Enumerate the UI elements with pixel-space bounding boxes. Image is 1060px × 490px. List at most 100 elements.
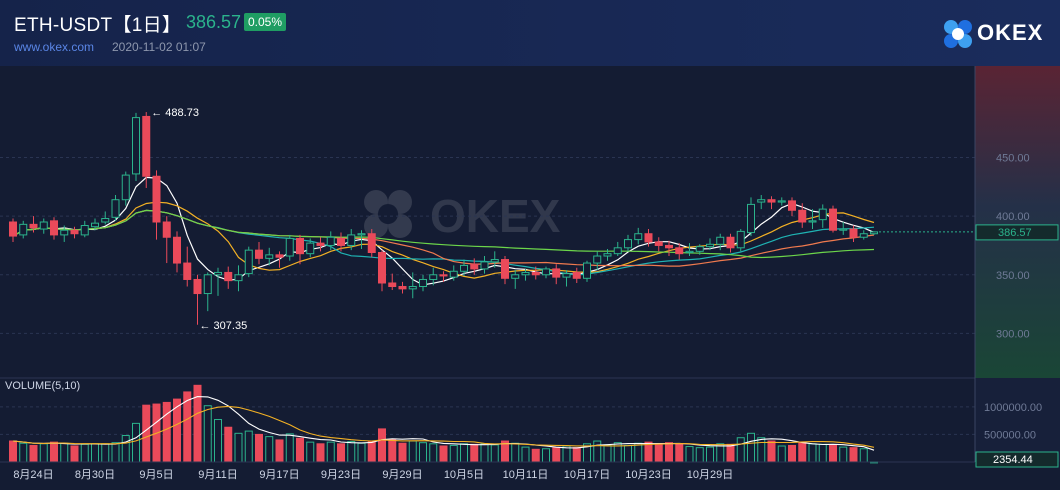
volume-bar <box>716 443 725 463</box>
candle-body <box>101 217 110 223</box>
candle-body <box>685 250 694 253</box>
low-annotation: ← 307.35 <box>200 320 248 332</box>
candle-body <box>285 237 294 257</box>
candle-body <box>214 271 222 276</box>
chart-area[interactable]: OKEX VOLUME(5,10) ← 488.73 ← 307.35 450.… <box>0 66 1060 490</box>
candle-body <box>726 236 735 249</box>
volume-bar <box>337 443 345 463</box>
volume-bar <box>419 442 427 463</box>
high-value: ← 488.73 <box>151 107 199 119</box>
candle-body <box>60 229 69 236</box>
volume-tick: 500000.00 <box>984 429 1036 441</box>
candle-body <box>50 220 58 236</box>
timestamp: 2020-11-02 01:07 <box>112 40 206 54</box>
candle-body <box>173 236 181 264</box>
candle-body <box>357 233 366 236</box>
date-label: 9月23日 <box>321 469 361 481</box>
candle-body <box>39 221 48 230</box>
volume-bar <box>490 444 499 463</box>
candle-body <box>695 246 704 252</box>
date-label: 10月11日 <box>503 469 549 481</box>
volume-bar <box>634 442 643 463</box>
volume-bar <box>593 440 602 463</box>
website-link[interactable]: www.okex.com <box>14 40 95 54</box>
price-axis-panel <box>975 66 1060 378</box>
volume-bar <box>142 404 151 463</box>
volume-bar <box>460 443 468 463</box>
candle-body <box>788 200 796 211</box>
candle-body <box>326 236 335 246</box>
volume-bar <box>562 445 571 463</box>
volume-bar <box>654 443 663 463</box>
volume-bar <box>511 442 520 463</box>
candle-body <box>162 221 171 238</box>
volume-bar <box>706 446 714 463</box>
candle-body <box>378 251 386 284</box>
candlesticks[interactable] <box>9 112 878 325</box>
candle-body <box>142 115 151 177</box>
volume-bar <box>624 444 632 463</box>
candle-body <box>152 175 161 223</box>
candle-body <box>480 261 489 270</box>
candle-body <box>654 241 663 246</box>
volume-bar <box>70 445 79 463</box>
date-label: 10月5日 <box>444 469 484 481</box>
candle-body <box>706 243 714 248</box>
candle-body <box>757 199 766 203</box>
candle-body <box>275 254 284 258</box>
candle-body <box>224 271 233 282</box>
candle-body <box>716 236 725 245</box>
candle-body <box>203 274 212 295</box>
candle-body <box>511 274 520 279</box>
volume-bars[interactable] <box>9 384 878 464</box>
volume-bar <box>19 442 28 463</box>
candle-body <box>337 237 345 246</box>
volume-label: VOLUME(5,10) <box>5 380 80 392</box>
volume-ma-lines <box>12 396 875 451</box>
date-label: 9月29日 <box>382 469 422 481</box>
low-value: ← 307.35 <box>200 320 248 332</box>
volume-bar <box>521 446 530 463</box>
price-tick: 400.00 <box>996 211 1030 223</box>
volume-bar <box>439 445 448 463</box>
candle-body <box>449 270 458 278</box>
candle-body <box>132 117 140 175</box>
okex-logo: OKEX <box>940 16 1060 52</box>
price-axis-ticks: 450.00 400.00 350.00 300.00 <box>996 152 1030 340</box>
candle-body <box>460 264 468 272</box>
candle-body <box>839 228 848 231</box>
volume-bar <box>808 443 817 463</box>
candle-body <box>70 229 79 235</box>
volume-bar <box>849 447 858 463</box>
volume-bar <box>829 444 837 463</box>
volume-bar <box>111 442 120 463</box>
volume-bar <box>357 442 366 463</box>
candle-body <box>572 271 581 279</box>
volume-axis-panel <box>975 378 1060 462</box>
volume-bar <box>408 440 417 463</box>
volume-bar <box>214 419 222 463</box>
candle-body <box>29 223 38 229</box>
candle-body <box>183 262 192 280</box>
candle-body <box>91 222 99 228</box>
candle-body <box>419 278 427 288</box>
volume-bar <box>603 444 612 463</box>
volume-bar <box>265 436 274 463</box>
volume-bar <box>675 443 684 463</box>
candle-body <box>736 230 745 249</box>
candle-body <box>255 249 263 259</box>
candle-body <box>234 274 243 282</box>
volume-bar <box>234 432 243 463</box>
candle-body <box>798 209 807 223</box>
volume-bar <box>685 446 694 463</box>
volume-bar <box>531 448 540 463</box>
change-badge: 0.05% <box>244 13 287 31</box>
candle-body <box>429 274 438 280</box>
volume-bar <box>275 439 284 463</box>
volume-bar <box>777 445 786 463</box>
volume-bar <box>470 443 479 463</box>
volume-bar <box>542 448 550 463</box>
last-price: 386.57 <box>186 12 242 32</box>
candle-body <box>408 286 417 290</box>
